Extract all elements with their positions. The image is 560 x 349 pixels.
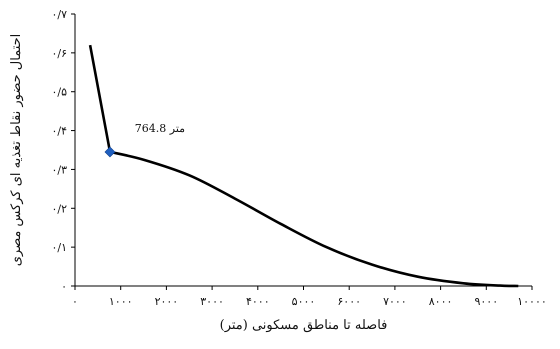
y-tick-label: ۰/۵ bbox=[51, 86, 67, 99]
x-tick-label: ۱۰۰۰ bbox=[109, 295, 133, 308]
x-tick-label: ۵۰۰۰ bbox=[292, 295, 316, 308]
x-tick-label: ۴۰۰۰ bbox=[246, 295, 270, 308]
series-layer bbox=[88, 44, 519, 288]
series-line bbox=[88, 44, 519, 288]
y-tick-label: ۰/۷ bbox=[51, 8, 67, 21]
x-tick-label: ۷۰۰۰ bbox=[383, 295, 407, 308]
x-tick-label: ۱۰۰۰۰ bbox=[517, 295, 547, 308]
x-axis-ticks: ۰ ۱۰۰۰ ۲۰۰۰ ۳۰۰۰ ۴۰۰۰ ۵۰۰۰ ۶۰۰۰ ۷۰۰۰ ۸۰۰۰ ۹۰۰۰ ۱۰۰… bbox=[72, 286, 547, 308]
y-tick-label: ۰/۶ bbox=[51, 47, 67, 60]
y-axis-ticks: ۰ ۰/۱ ۰/۲ ۰/۳ ۰/۴ ۰/۵ ۰/۶ ۰/۷ bbox=[51, 8, 75, 293]
x-tick-label: ۹۰۰۰ bbox=[474, 295, 498, 308]
data-point-marker bbox=[104, 146, 116, 158]
y-tick-label: ۰/۳ bbox=[51, 163, 67, 176]
y-tick-label: ۰/۱ bbox=[51, 241, 67, 254]
x-tick-label: ۸۰۰۰ bbox=[429, 295, 453, 308]
y-tick-label: ۰ bbox=[61, 280, 67, 293]
y-axis-title: احتمال حضور نقاط تغذیه ای کرکس مصری bbox=[9, 34, 24, 267]
annotation-label: متر 764.8 bbox=[135, 122, 185, 135]
x-tick-label: ۶۰۰۰ bbox=[337, 295, 361, 308]
y-tick-label: ۰/۲ bbox=[51, 202, 67, 215]
x-tick-label: ۳۰۰۰ bbox=[200, 295, 224, 308]
y-tick-label: ۰/۴ bbox=[51, 125, 67, 138]
x-tick-label: ۲۰۰۰ bbox=[155, 295, 179, 308]
x-tick-label: ۰ bbox=[72, 295, 78, 308]
x-axis-title: فاصله تا مناطق مسکونی (متر) bbox=[220, 318, 388, 333]
